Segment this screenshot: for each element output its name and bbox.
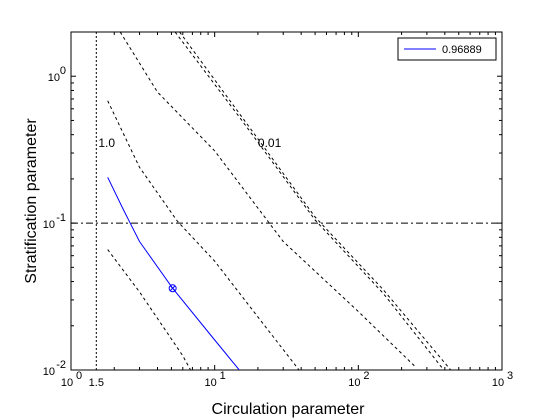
legend-box	[397, 37, 497, 61]
x-tick-label: 10	[61, 377, 73, 389]
y-axis-label: Stratification parameter	[23, 118, 40, 284]
x-tick-exponent: 3	[507, 370, 513, 382]
x-tick-exponent: 0	[76, 370, 82, 382]
series-line-contour-5	[179, 32, 452, 370]
series-line-blue	[107, 177, 240, 370]
x-tick-exponent: 2	[363, 370, 369, 382]
series-line-contour-2	[107, 100, 300, 370]
data-point-marker-cross	[169, 285, 176, 292]
y-tick-label: 10	[48, 72, 60, 84]
axes-box	[70, 31, 503, 371]
series-line-contour-1	[107, 249, 192, 370]
y-tick-exponent: -1	[56, 212, 66, 224]
y-tick-exponent: -2	[56, 359, 66, 371]
x-tick-label: 10	[492, 377, 504, 389]
contour-label: 1.0	[98, 136, 115, 150]
x-axis-label: Circulation parameter	[212, 401, 366, 418]
series-line-contour-4	[174, 32, 445, 370]
data-point-marker	[168, 284, 177, 293]
y-tick-exponent: 0	[60, 65, 66, 77]
legend-label: 0.96889	[442, 44, 482, 56]
y-tick-label: 10	[43, 366, 55, 378]
x-tick-label: 10	[348, 377, 360, 389]
x-tick-label: 10	[205, 377, 217, 389]
x-tick-exponent: 1	[220, 370, 226, 382]
x-tick-label-extra: 1.5	[89, 377, 104, 389]
contour-label: 0.01	[258, 136, 282, 150]
y-tick-label: 10	[43, 219, 55, 231]
